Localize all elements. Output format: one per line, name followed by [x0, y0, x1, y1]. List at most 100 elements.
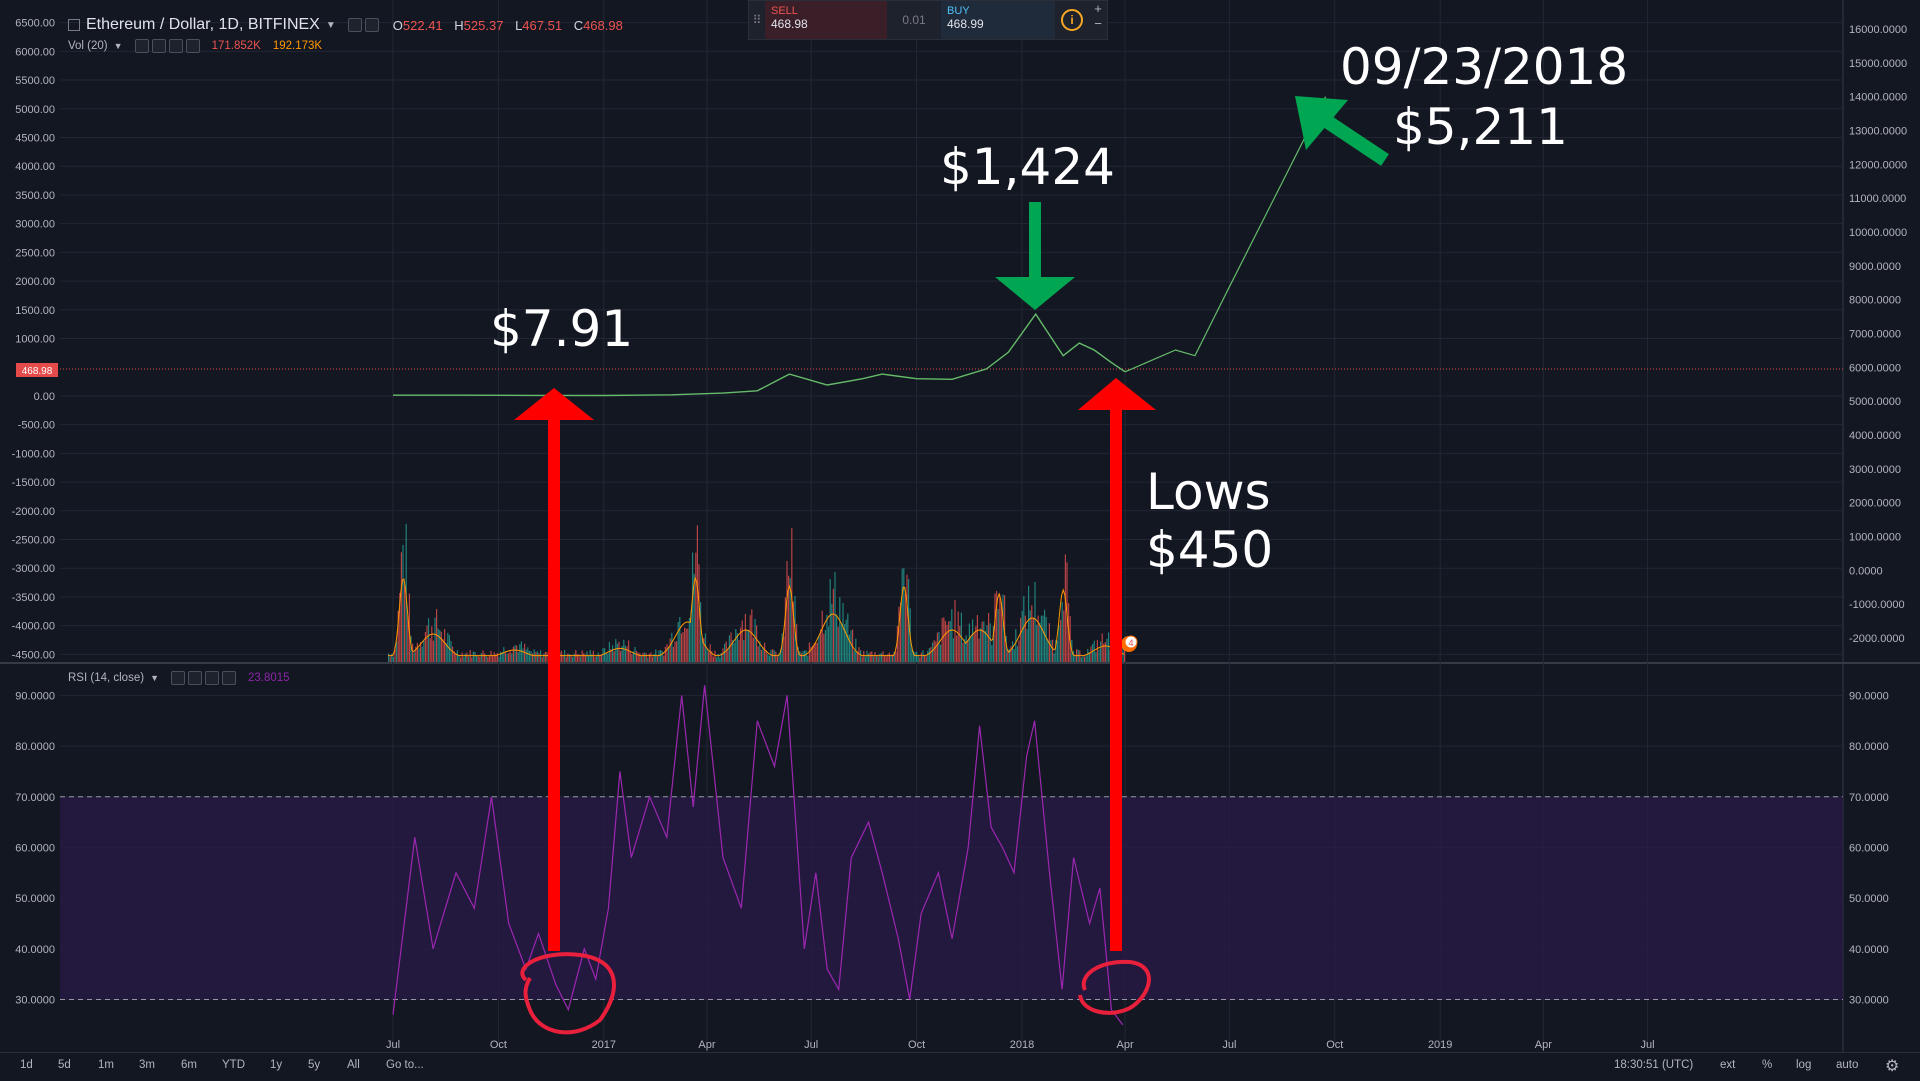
- rsi-dropdown-icon[interactable]: ▼: [150, 673, 159, 683]
- volume-bar: [746, 629, 748, 662]
- right-tick-label: 3000.0000: [1849, 464, 1901, 476]
- volume-bar: [1002, 594, 1004, 662]
- settings-icon[interactable]: [364, 18, 379, 32]
- volume-indicator-label[interactable]: Vol (20): [68, 40, 108, 52]
- volume-bar: [858, 647, 860, 662]
- symbol-dropdown-icon[interactable]: ▼: [325, 19, 336, 31]
- buy-button[interactable]: BUY 468.99: [941, 1, 1055, 39]
- range-3m-button[interactable]: 3m: [139, 1059, 155, 1071]
- close-icon[interactable]: [221, 671, 236, 685]
- sell-button[interactable]: SELL 468.98: [765, 1, 887, 39]
- range-1y-button[interactable]: 1y: [270, 1059, 283, 1071]
- drag-handle-icon[interactable]: ⠿: [752, 13, 762, 27]
- close-icon[interactable]: [185, 39, 200, 53]
- volume-bar: [1106, 638, 1108, 662]
- settings-icon[interactable]: [187, 671, 202, 685]
- range-5y-button[interactable]: 5y: [308, 1059, 321, 1071]
- add-icon[interactable]: [168, 39, 183, 53]
- volume-bar: [516, 645, 518, 662]
- last-price-badge-text: 468.98: [22, 366, 53, 377]
- volume-bar: [860, 650, 862, 662]
- gear-icon[interactable]: ⚙: [1885, 1058, 1900, 1075]
- auto-scale-toggle[interactable]: auto: [1836, 1059, 1859, 1071]
- rsi-indicator-label[interactable]: RSI (14, close): [68, 672, 145, 684]
- volume-bar: [1044, 609, 1046, 662]
- volume-bar: [884, 655, 886, 662]
- minus-icon[interactable]: −: [1094, 16, 1102, 31]
- event-badge[interactable]: 4: [1121, 635, 1138, 652]
- eye-icon[interactable]: [170, 671, 185, 685]
- left-tick-label: 1500.00: [15, 305, 55, 317]
- extended-hours-toggle[interactable]: ext: [1720, 1059, 1736, 1071]
- range-5d-button[interactable]: 5d: [58, 1059, 71, 1071]
- volume-bar: [644, 652, 646, 662]
- volume-bar: [610, 649, 612, 662]
- add-icon[interactable]: [204, 671, 219, 685]
- volume-bar: [1060, 620, 1062, 662]
- volume-bar: [485, 655, 487, 662]
- volume-bar: [890, 655, 892, 662]
- volume-bar: [389, 656, 391, 662]
- volume-bar: [527, 647, 529, 662]
- plus-icon[interactable]: +: [1094, 1, 1102, 16]
- range-ytd-button[interactable]: YTD: [222, 1059, 245, 1071]
- volume-bar: [532, 653, 534, 662]
- collapse-icon[interactable]: [68, 19, 80, 31]
- eye-icon[interactable]: [134, 39, 149, 53]
- volume-bar: [647, 657, 649, 662]
- range-1m-button[interactable]: 1m: [98, 1059, 114, 1071]
- volume-bar: [637, 652, 639, 662]
- volume-bar: [784, 597, 786, 662]
- volume-bar: [596, 656, 598, 662]
- volume-bar: [1104, 642, 1106, 662]
- volume-bar: [917, 656, 919, 662]
- volume-bar: [839, 597, 841, 662]
- symbol-title[interactable]: Ethereum / Dollar, 1D, BITFINEX: [86, 16, 320, 33]
- settings-icon[interactable]: [151, 39, 166, 53]
- volume-bar: [980, 628, 982, 662]
- percent-scale-toggle[interactable]: %: [1762, 1059, 1773, 1071]
- volume-bar: [573, 653, 575, 662]
- volume-ma-value: 192.173K: [272, 40, 323, 52]
- volume-bar: [898, 606, 900, 662]
- info-button[interactable]: i: [1055, 1, 1089, 39]
- range-all-button[interactable]: All: [347, 1059, 360, 1071]
- volume-bar: [962, 642, 964, 662]
- quantity-stepper[interactable]: + −: [1089, 1, 1107, 39]
- volume-bar: [732, 640, 734, 662]
- volume-bar: [682, 632, 684, 662]
- volume-legend-controls[interactable]: [134, 39, 200, 53]
- red-arrow-right: [1078, 378, 1156, 951]
- green-arrow-down-shaft: [1029, 202, 1041, 284]
- symbol-legend-controls[interactable]: [347, 18, 379, 32]
- volume-bar: [1088, 652, 1090, 662]
- volume-bar: [946, 624, 948, 662]
- rsi-legend-controls[interactable]: [170, 671, 236, 685]
- volume-bar: [696, 525, 698, 662]
- goto-button[interactable]: Go to...: [386, 1059, 424, 1071]
- right-tick-label: 4000.0000: [1849, 430, 1901, 442]
- volume-bar: [832, 588, 834, 662]
- volume-bar: [450, 641, 452, 662]
- volume-bar: [1069, 616, 1071, 662]
- left-tick-label: 5500.00: [15, 75, 55, 87]
- utc-clock[interactable]: 18:30:51 (UTC): [1614, 1059, 1694, 1071]
- volume-bar: [799, 651, 801, 662]
- volume-dropdown-icon[interactable]: ▼: [113, 41, 123, 51]
- volume-bar: [615, 639, 617, 662]
- volume-bar: [896, 626, 898, 662]
- log-scale-toggle[interactable]: log: [1796, 1059, 1812, 1071]
- volume-bar: [528, 650, 530, 662]
- range-6m-button[interactable]: 6m: [181, 1059, 197, 1071]
- volume-bar: [925, 656, 927, 662]
- price-candles-line: [393, 312, 1126, 397]
- eye-icon[interactable]: [347, 18, 362, 32]
- volume-bar: [748, 630, 750, 662]
- range-1d-button[interactable]: 1d: [20, 1059, 33, 1071]
- volume-bar: [967, 640, 969, 662]
- volume-bar: [997, 609, 999, 662]
- volume-bar: [1072, 650, 1074, 662]
- green-arrow-down: [995, 202, 1075, 310]
- info-icon: i: [1061, 9, 1083, 31]
